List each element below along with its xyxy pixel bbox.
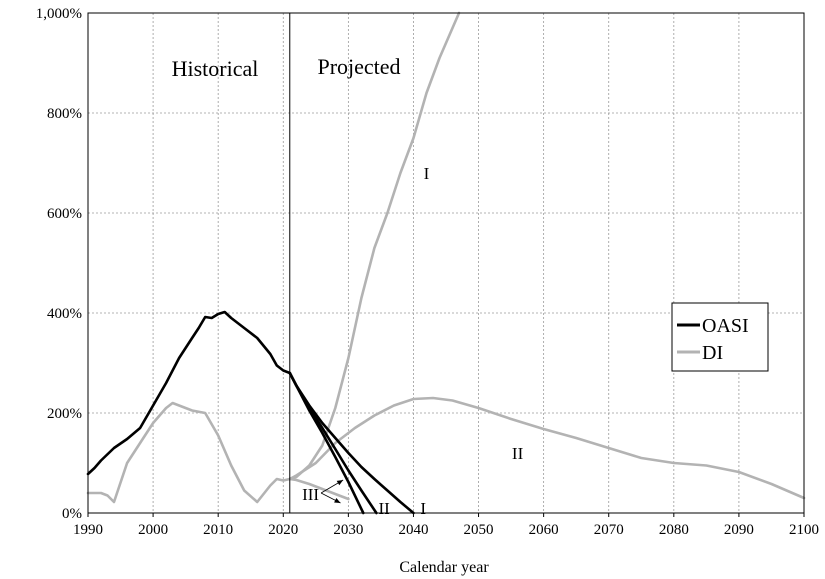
y-tick-label: 0% (62, 506, 82, 522)
curve-label-i: I (424, 164, 430, 183)
plot-border (87, 12, 805, 514)
x-tick-label: 2030 (333, 522, 363, 538)
x-tick-label: 2080 (659, 522, 689, 538)
curve-label-iii: III (302, 485, 319, 504)
x-tick-label: 2010 (203, 522, 233, 538)
y-tick-label: 400% (47, 306, 82, 322)
legend-label-oasi: OASI (702, 315, 749, 337)
legend-box (671, 302, 769, 372)
curve-label-ii: II (512, 444, 524, 463)
legend: OASI DI (671, 302, 769, 372)
x-tick-label: 2040 (398, 522, 428, 538)
x-axis-label: Calendar year (399, 559, 489, 576)
arrowhead-icon (334, 498, 341, 503)
y-tick-label: 600% (47, 206, 82, 222)
x-tick-label: 1990 (73, 522, 103, 538)
plot-frame (87, 12, 805, 514)
x-tick-label: 2070 (594, 522, 624, 538)
y-tick-label: 800% (47, 106, 82, 122)
arrowhead-icon (336, 480, 344, 486)
x-tick-label: 2050 (464, 522, 494, 538)
region-label-historical: Historical (172, 56, 259, 81)
curve-label-i: I (420, 499, 426, 518)
x-tick-label: 2020 (268, 522, 298, 538)
y-tick-label: 200% (47, 406, 82, 422)
tick-labels: 1990 2000 2010 2020 2030 2040 2050 2060 2070 2080… (36, 6, 819, 538)
x-tick-label: 2000 (138, 522, 168, 538)
series-line-oasi-iii (288, 371, 365, 515)
legend-label-di: DI (702, 342, 723, 364)
gridlines (88, 13, 804, 513)
series-line-di-ii (288, 396, 806, 500)
series-line-di-i (288, 11, 461, 481)
series-line-oasi-historical (86, 310, 292, 476)
curve-label-ii: II (378, 499, 390, 518)
y-tick-label: 1,000% (36, 6, 82, 22)
region-label-projected: Projected (317, 54, 400, 79)
x-tick-label: 2100 (789, 522, 819, 538)
x-tick-label: 2090 (724, 522, 754, 538)
series-line-di-iii (288, 477, 350, 501)
x-tick-label: 2060 (529, 522, 559, 538)
series-line-di-historical (86, 401, 292, 504)
data-series (86, 11, 806, 515)
